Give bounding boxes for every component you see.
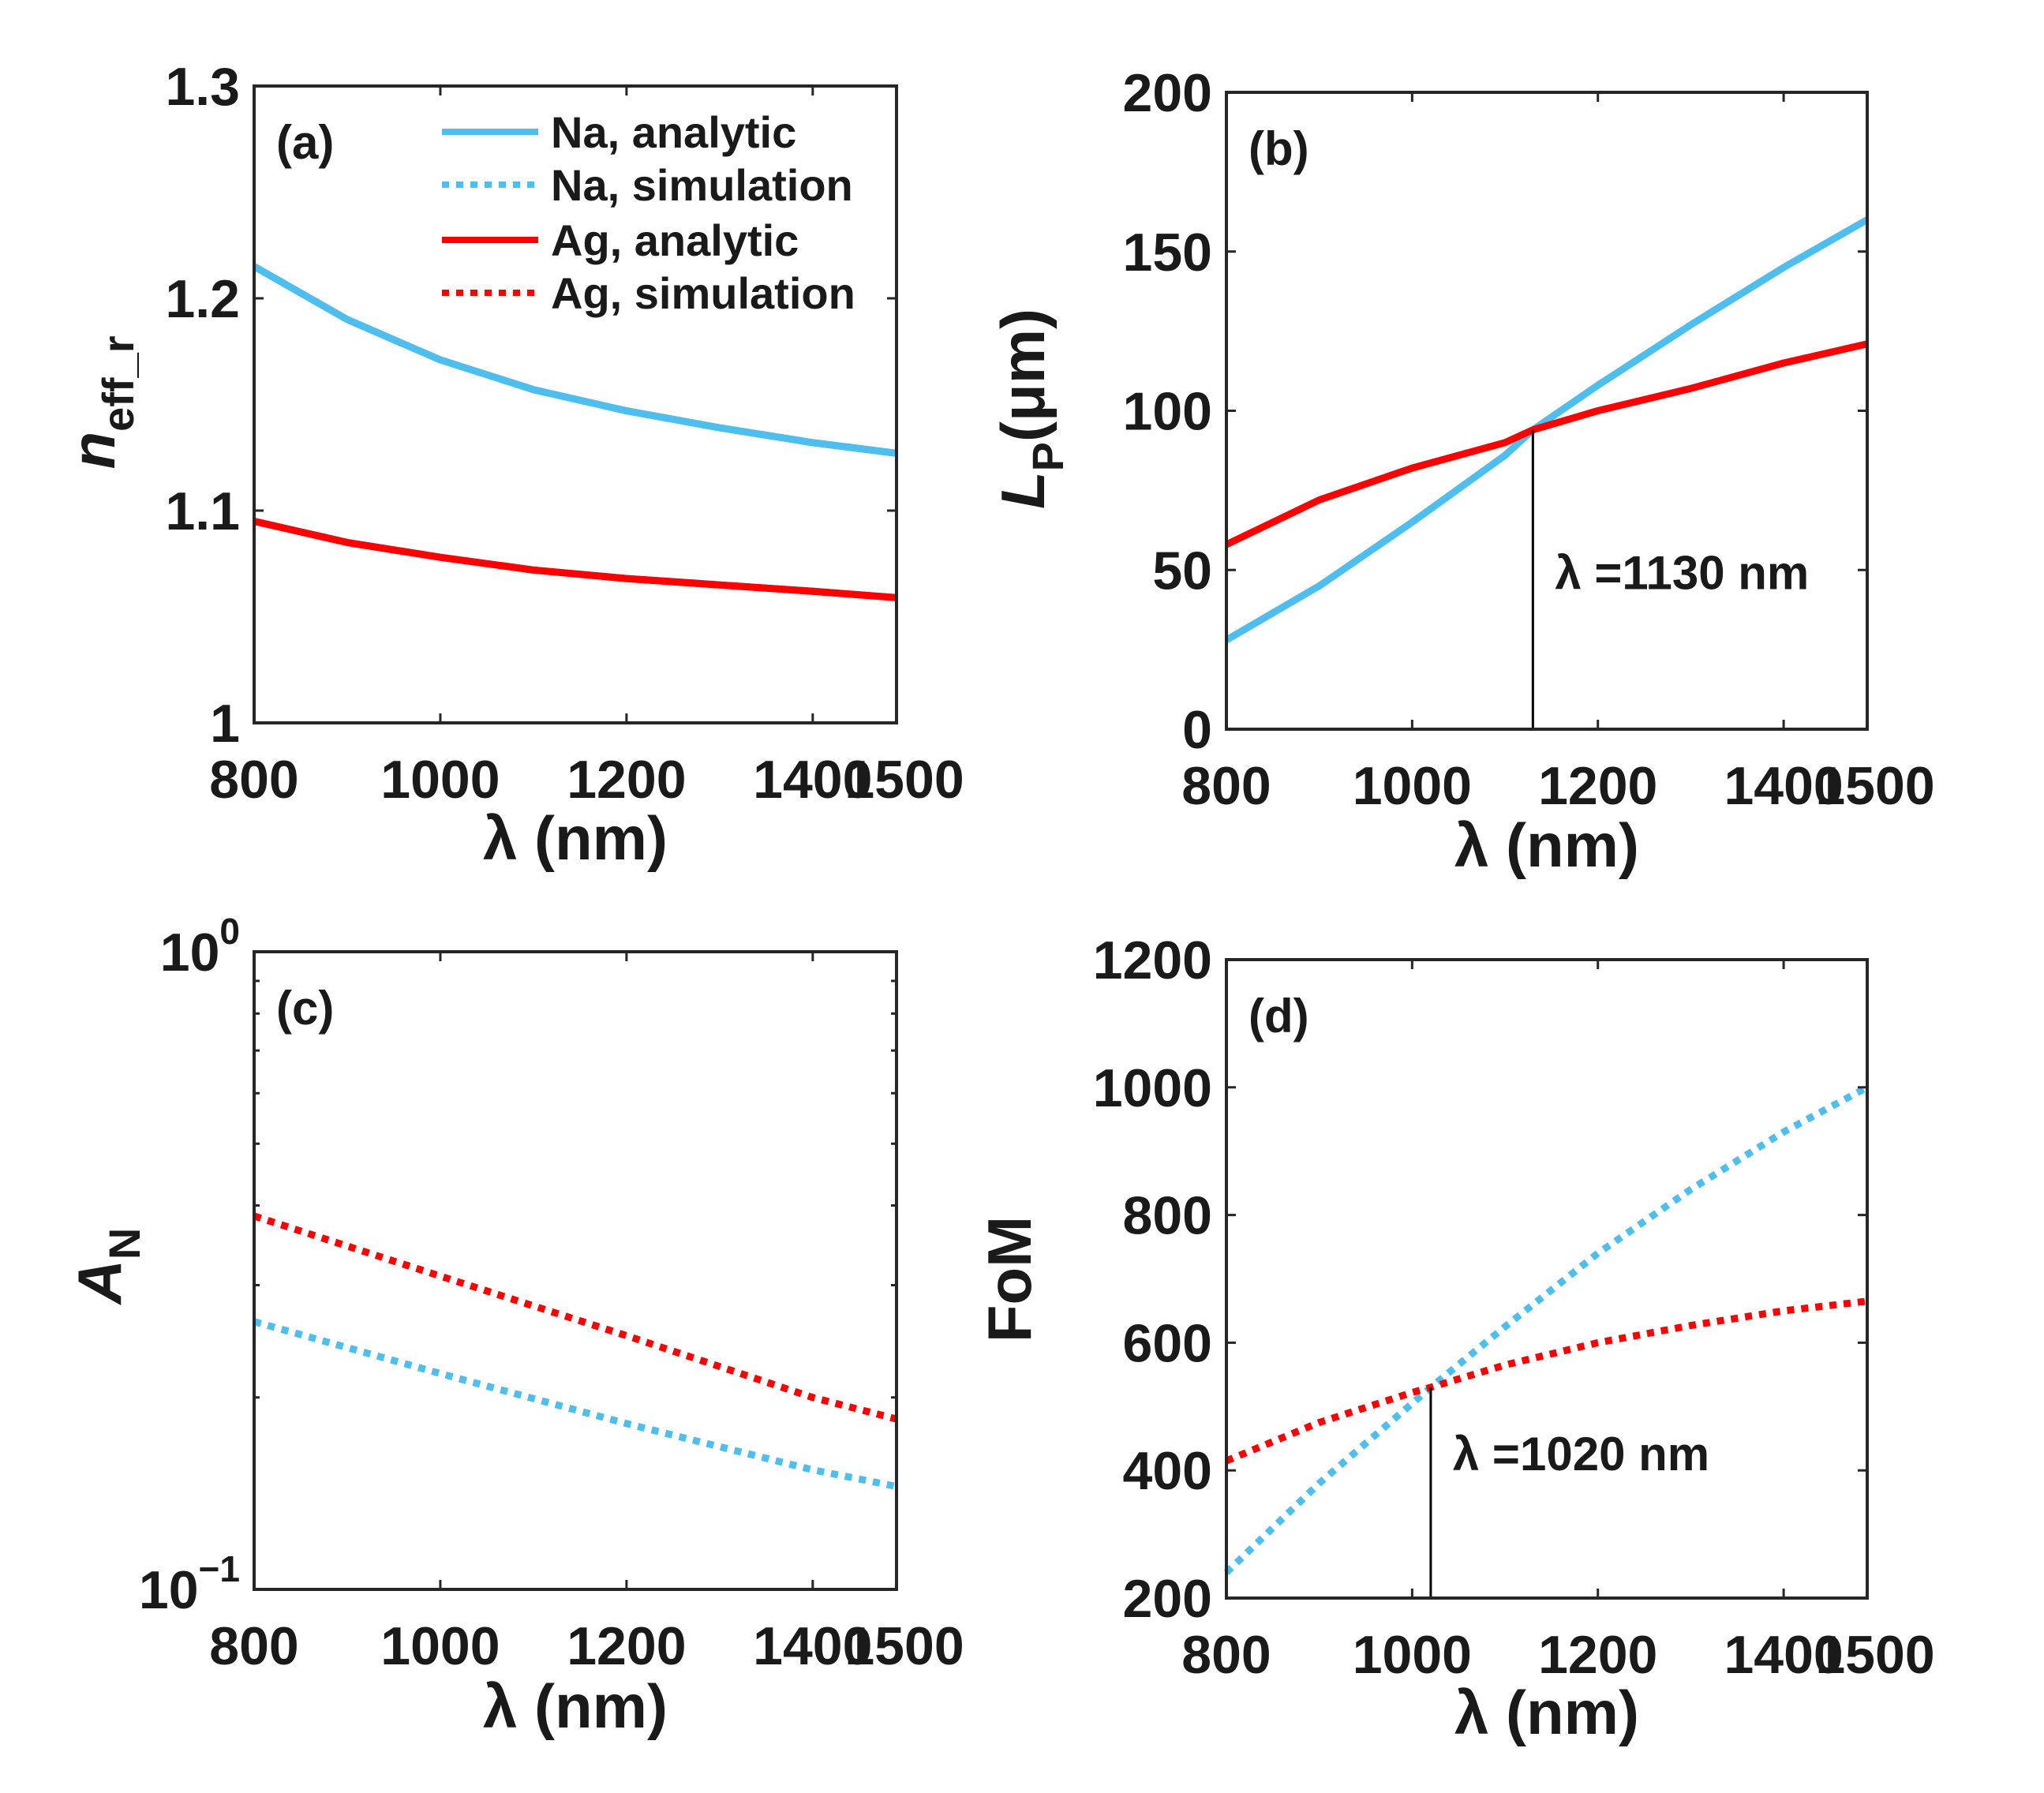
panel-label: (b) <box>1248 122 1309 175</box>
y-tick-label: 1.1 <box>165 481 240 541</box>
y-tick-base: 10 <box>160 923 220 983</box>
x-tick-label: 1500 <box>1815 1625 1934 1685</box>
y-tick-base: 10 <box>139 1560 199 1620</box>
axes-box <box>253 84 898 724</box>
axes-box <box>253 950 898 1591</box>
series-line <box>253 1318 897 1491</box>
x-tick-label: 1500 <box>1815 756 1934 816</box>
x-tick-label: 800 <box>1181 756 1271 816</box>
series-line <box>253 518 897 601</box>
x-tick-label: 800 <box>209 1616 298 1676</box>
x-tick-label: 1500 <box>844 750 964 810</box>
y-tick-label: 1.3 <box>165 57 240 117</box>
x-tick-label: 1200 <box>1538 1625 1657 1685</box>
series-line <box>1225 340 1869 548</box>
y-axis-label: LP(μm) <box>988 309 1073 509</box>
x-axis-label: λ (nm) <box>483 1671 668 1741</box>
y-tick-label: 10−1 <box>139 1548 240 1620</box>
x-tick-label: 800 <box>1181 1625 1271 1685</box>
y-axis-label: neff_r <box>58 335 143 469</box>
y-tick-label: 150 <box>1123 223 1212 283</box>
y-tick-label: 400 <box>1123 1441 1212 1501</box>
y-tick-label: 600 <box>1123 1313 1212 1373</box>
x-axis-label: λ (nm) <box>483 803 668 873</box>
x-tick-label: 1000 <box>1353 756 1472 816</box>
series-line <box>252 263 897 457</box>
y-label-main: A <box>65 1260 134 1305</box>
panel-label: (c) <box>276 982 334 1035</box>
series-line <box>253 1212 898 1423</box>
x-tick-label: 1400 <box>753 1616 872 1676</box>
crossing-annotation: λ =1020 nm <box>1453 1428 1709 1480</box>
y-tick-exponent: 0 <box>219 911 240 952</box>
panel-label: (d) <box>1248 990 1309 1042</box>
series-line <box>1223 1084 1870 1575</box>
y-label-main: n <box>58 432 128 470</box>
y-tick-label: 100 <box>1123 382 1212 442</box>
y-tick-label: 100 <box>160 911 240 983</box>
legend-label: Na, simulation <box>551 160 853 210</box>
x-tick-label: 1500 <box>844 1616 964 1676</box>
x-tick-label: 800 <box>209 750 298 810</box>
axes-box <box>1225 958 1869 1600</box>
y-tick-label: 50 <box>1152 541 1212 601</box>
x-axis-label: λ (nm) <box>1454 1678 1639 1747</box>
x-tick-label: 1200 <box>567 750 686 810</box>
legend-label: Na, analytic <box>551 107 796 157</box>
y-tick-label: 1000 <box>1093 1058 1212 1118</box>
y-tick-label: 200 <box>1123 1569 1212 1629</box>
x-tick-label: 1200 <box>1538 756 1657 816</box>
x-tick-label: 1400 <box>753 750 872 810</box>
x-tick-label: 1400 <box>1724 1625 1843 1685</box>
series-line <box>253 518 897 601</box>
x-tick-label: 1000 <box>1353 1625 1472 1685</box>
y-label-subscript: P <box>1023 442 1073 471</box>
legend-label: Ag, simulation <box>551 268 855 318</box>
crossing-annotation: λ =1130 nm <box>1555 546 1809 599</box>
y-tick-label: 0 <box>1182 700 1212 760</box>
x-tick-label: 1200 <box>567 1616 686 1676</box>
y-tick-label: 1 <box>210 694 240 754</box>
y-axis-label: FoM <box>975 1216 1044 1342</box>
y-axis-label: AN <box>65 1228 149 1306</box>
axes-box <box>1225 91 1869 731</box>
panel-label: (a) <box>276 116 334 169</box>
y-label-subscript: N <box>99 1228 149 1260</box>
y-tick-label: 1200 <box>1093 930 1212 990</box>
y-label-main: L <box>988 471 1058 509</box>
x-tick-label: 1000 <box>380 1616 500 1676</box>
series-line <box>1225 1297 1868 1465</box>
legend-label: Ag, analytic <box>551 215 799 265</box>
y-tick-label: 800 <box>1123 1186 1212 1246</box>
x-tick-label: 1400 <box>1724 756 1843 816</box>
y-tick-label: 200 <box>1123 63 1212 123</box>
x-tick-label: 1000 <box>380 750 500 810</box>
y-tick-label: 1.2 <box>165 269 240 329</box>
y-label-unit: (μm) <box>988 309 1058 442</box>
y-tick-exponent: −1 <box>199 1548 240 1589</box>
x-axis-label: λ (nm) <box>1454 810 1639 880</box>
y-label-subscript: eff_r <box>93 335 143 431</box>
y-label-main: FoM <box>975 1216 1044 1342</box>
